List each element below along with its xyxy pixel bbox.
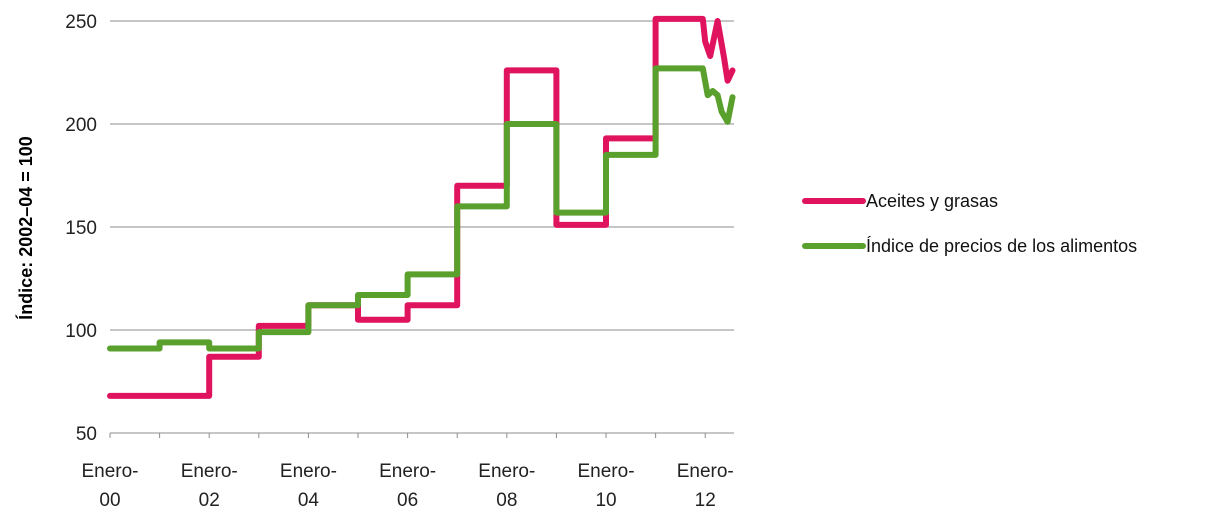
x-tick-label: 12: [695, 490, 716, 511]
y-tick-label: 150: [65, 218, 97, 239]
x-tick-label: Enero-: [677, 461, 734, 482]
y-axis-label: Índice: 2002–04 = 100: [15, 136, 36, 320]
x-tick-label: 06: [397, 490, 418, 511]
y-tick-label: 100: [65, 321, 97, 342]
series-lines: [107, 15, 736, 399]
y-axis-ticks: 50 100 150 200 250: [65, 12, 97, 445]
x-tick-label: 04: [298, 490, 320, 511]
gridlines: [110, 20, 734, 331]
x-tick-label: Enero-: [478, 461, 535, 482]
x-axis-ticks: Enero- 00 Enero- 02 Enero- 04 Enero- 06 Enero- 08…: [81, 461, 733, 511]
x-tick-label: 10: [595, 490, 616, 511]
x-tick-label: 00: [99, 490, 120, 511]
x-tick-label: Enero-: [181, 461, 238, 482]
legend: Aceites y grasas Índice de precios de los…: [802, 191, 1137, 256]
legend-label: Aceites y grasas: [866, 191, 998, 211]
series-line-1: [107, 15, 736, 399]
legend-label: Índice de precios de los alimentos: [866, 236, 1137, 256]
x-tick-label: 02: [199, 490, 220, 511]
y-tick-label: 50: [76, 424, 97, 445]
x-tick-label: Enero-: [280, 461, 337, 482]
x-tick-label: Enero-: [578, 461, 635, 482]
x-axis: [109, 432, 734, 438]
x-tick-label: Enero-: [379, 461, 436, 482]
x-tick-label: 08: [496, 490, 517, 511]
x-tick-label: Enero-: [81, 461, 138, 482]
series-line-2: [107, 65, 736, 352]
y-tick-label: 250: [65, 12, 97, 33]
y-tick-label: 200: [65, 115, 97, 136]
